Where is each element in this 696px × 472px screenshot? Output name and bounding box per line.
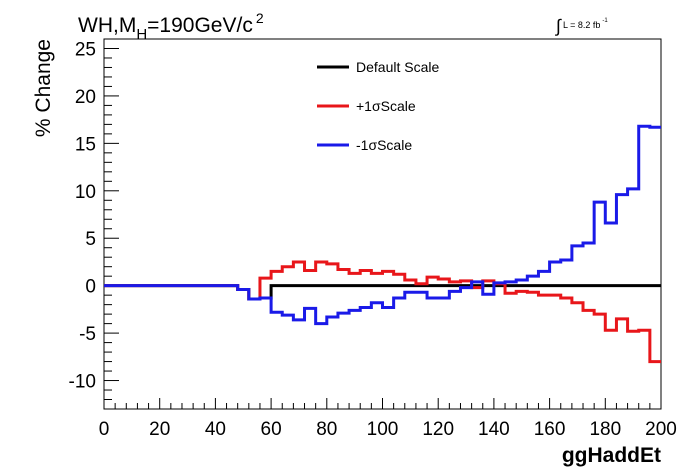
legend-label: +1σScale	[356, 98, 416, 114]
x-tick-label: 40	[205, 419, 226, 440]
series-plus-1sigma-scale	[104, 260, 661, 364]
title-superscript: 2	[255, 10, 264, 26]
x-tick-label: 80	[316, 419, 337, 440]
y-tick-label: 5	[85, 229, 96, 250]
title-rest: =190GeV/c	[147, 14, 253, 37]
legend-label: Default Scale	[356, 59, 439, 75]
y-tick-label: -5	[79, 324, 96, 345]
legend-label: -1σScale	[356, 137, 412, 153]
x-tick-label: 120	[422, 419, 454, 440]
integral-sign-icon: ∫	[556, 16, 561, 36]
luminosity-unit-exponent: -1	[602, 18, 608, 24]
x-tick-label: 140	[478, 419, 510, 440]
x-tick-label: 60	[261, 419, 282, 440]
x-tick-label: 200	[645, 419, 677, 440]
chart-title: WH,MH=190GeV/c 2	[78, 10, 264, 43]
x-tick-label: 0	[99, 419, 110, 440]
y-tick-label: 10	[75, 182, 96, 203]
y-tick-label: -10	[69, 372, 96, 393]
legend-default-scale: Default Scale	[317, 59, 439, 75]
x-tick-label: 180	[589, 419, 621, 440]
legend-plus-1sigma-scale: +1σScale	[317, 98, 416, 114]
x-axis-title: ggHaddEt	[562, 444, 661, 467]
x-tick-label: 100	[367, 419, 399, 440]
y-tick-label: 0	[85, 277, 96, 298]
y-axis-title: % Change	[32, 39, 55, 137]
plot-frame	[103, 38, 662, 410]
legend-minus-1sigma-scale: -1σScale	[317, 137, 412, 153]
x-tick-label: 20	[149, 419, 170, 440]
y-tick-label: 15	[75, 134, 96, 155]
y-tick-label: 20	[75, 87, 96, 108]
luminosity-label: ∫ L = 8.2 fb -1	[556, 16, 608, 37]
series-default-scale	[104, 284, 661, 301]
series-minus-1sigma-scale	[104, 124, 661, 326]
luminosity-text: L = 8.2 fb	[562, 20, 601, 30]
title-subscript: H	[136, 26, 148, 43]
y-tick-label: 25	[75, 39, 96, 60]
title-main: WH,M	[78, 14, 137, 37]
x-tick-label: 160	[534, 419, 566, 440]
